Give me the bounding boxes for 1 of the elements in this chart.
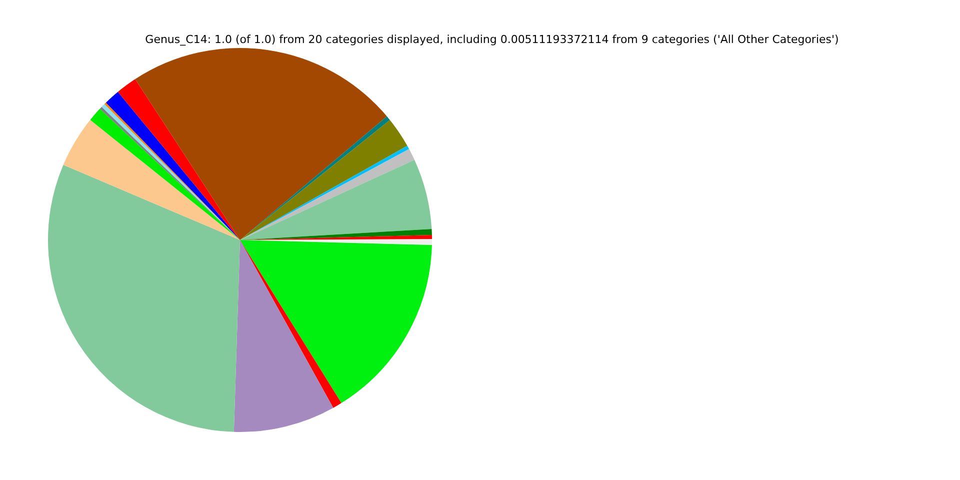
text: Genus_C14: 1.0 (of 1.0) from 20 categories displayed, including 0.00511193372114 from 9 categories ('All Other Categories') — [144, 33, 840, 46]
